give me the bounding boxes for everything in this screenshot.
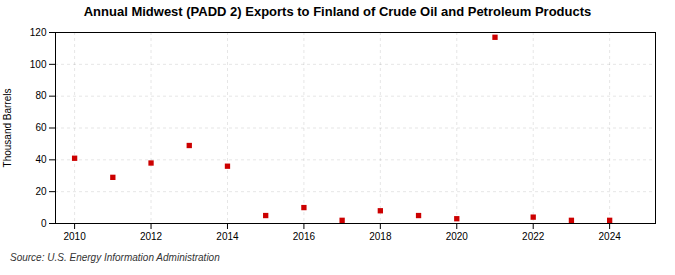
svg-text:80: 80 <box>35 90 47 101</box>
svg-text:2014: 2014 <box>216 231 239 242</box>
svg-text:2020: 2020 <box>446 231 469 242</box>
svg-text:2012: 2012 <box>140 231 163 242</box>
svg-text:2024: 2024 <box>599 231 622 242</box>
svg-text:20: 20 <box>35 186 47 197</box>
html-text:Source: U.S. Energy Informatio: Source: U.S. Energy Information Administ… <box>10 252 220 263</box>
svg-text:120: 120 <box>30 27 47 38</box>
svg-text:Thousand Barrels: Thousand Barrels <box>2 89 13 168</box>
svg-text:0: 0 <box>41 218 47 229</box>
svg-text:2018: 2018 <box>369 231 392 242</box>
svg-text:2010: 2010 <box>63 231 86 242</box>
html-text:Annual Midwest (PADD 2) Export: Annual Midwest (PADD 2) Exports to Finla… <box>83 4 592 19</box>
svg-text:2022: 2022 <box>522 231 545 242</box>
svg-text:2016: 2016 <box>293 231 316 242</box>
svg-text:40: 40 <box>35 154 47 165</box>
svg-text:100: 100 <box>30 59 47 70</box>
svg-text:60: 60 <box>35 122 47 133</box>
